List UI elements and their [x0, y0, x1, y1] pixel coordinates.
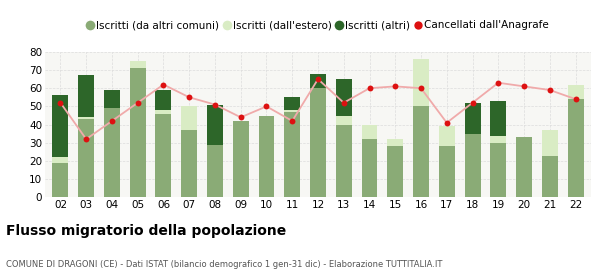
- Text: Flusso migratorio della popolazione: Flusso migratorio della popolazione: [6, 224, 286, 238]
- Bar: [490, 136, 506, 143]
- Point: [107, 119, 117, 123]
- Point: [493, 81, 503, 85]
- Bar: [387, 139, 403, 146]
- Bar: [362, 125, 377, 139]
- Bar: [362, 139, 377, 197]
- Bar: [516, 137, 532, 197]
- Bar: [207, 104, 223, 144]
- Bar: [413, 106, 429, 197]
- Bar: [542, 130, 558, 156]
- Point: [210, 102, 220, 107]
- Bar: [387, 146, 403, 197]
- Bar: [439, 146, 455, 197]
- Bar: [52, 157, 68, 163]
- Point: [236, 115, 245, 120]
- Bar: [464, 134, 481, 197]
- Point: [365, 86, 374, 90]
- Bar: [130, 61, 146, 68]
- Bar: [104, 108, 120, 197]
- Bar: [284, 110, 300, 112]
- Point: [82, 137, 91, 141]
- Bar: [130, 68, 146, 197]
- Point: [313, 77, 323, 81]
- Point: [56, 101, 65, 105]
- Bar: [52, 163, 68, 197]
- Bar: [542, 156, 558, 197]
- Point: [468, 101, 478, 105]
- Bar: [413, 59, 429, 106]
- Point: [133, 101, 143, 105]
- Point: [391, 84, 400, 88]
- Bar: [207, 144, 223, 197]
- Bar: [52, 95, 68, 157]
- Bar: [439, 127, 455, 146]
- Bar: [181, 106, 197, 130]
- Bar: [155, 110, 172, 114]
- Text: COMUNE DI DRAGONI (CE) - Dati ISTAT (bilancio demografico 1 gen-31 dic) - Elabor: COMUNE DI DRAGONI (CE) - Dati ISTAT (bil…: [6, 260, 442, 269]
- Bar: [155, 114, 172, 197]
- Point: [442, 121, 452, 125]
- Bar: [490, 101, 506, 136]
- Bar: [310, 88, 326, 197]
- Bar: [284, 97, 300, 110]
- Point: [287, 119, 297, 123]
- Point: [262, 104, 271, 109]
- Bar: [155, 90, 172, 110]
- Point: [416, 86, 426, 90]
- Point: [545, 88, 554, 92]
- Bar: [78, 119, 94, 197]
- Bar: [568, 99, 584, 197]
- Bar: [310, 74, 326, 88]
- Bar: [284, 112, 300, 197]
- Bar: [78, 75, 94, 117]
- Bar: [336, 125, 352, 197]
- Point: [519, 84, 529, 88]
- Bar: [336, 116, 352, 125]
- Point: [571, 97, 580, 101]
- Legend: Iscritti (da altri comuni), Iscritti (dall'estero), Iscritti (altri), Cancellati: Iscritti (da altri comuni), Iscritti (da…: [83, 16, 553, 34]
- Point: [339, 101, 349, 105]
- Bar: [490, 143, 506, 197]
- Bar: [104, 90, 120, 108]
- Bar: [78, 117, 94, 119]
- Bar: [233, 121, 249, 197]
- Bar: [568, 85, 584, 99]
- Bar: [259, 115, 274, 197]
- Bar: [464, 103, 481, 134]
- Bar: [336, 79, 352, 115]
- Point: [184, 95, 194, 100]
- Point: [158, 82, 168, 87]
- Bar: [181, 130, 197, 197]
